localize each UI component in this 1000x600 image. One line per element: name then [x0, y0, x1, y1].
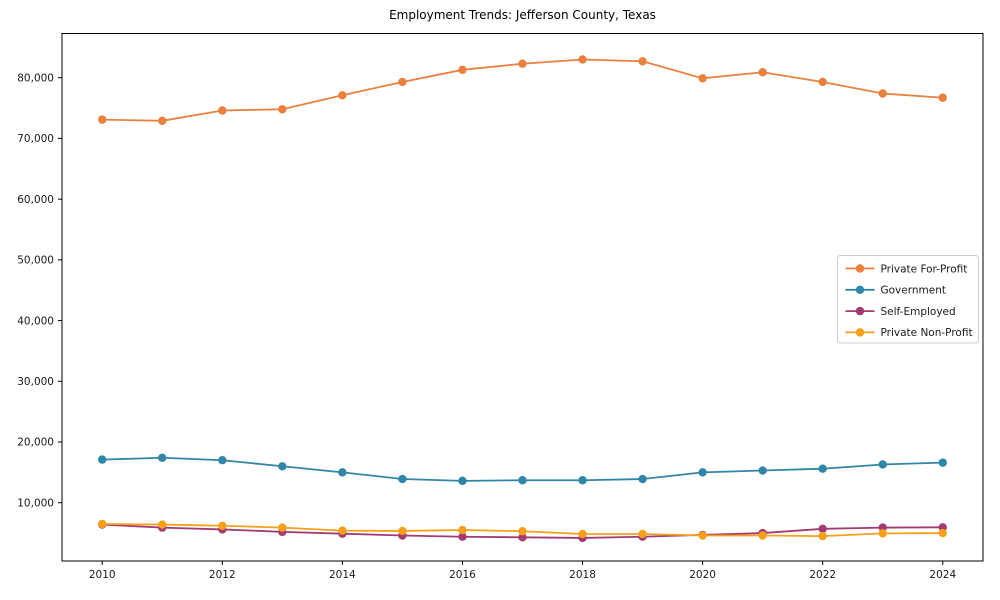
data-point-private-non-profit-2021	[758, 531, 767, 540]
x-tick-label: 2018	[569, 569, 596, 581]
data-point-private-for-profit-2023	[878, 89, 887, 98]
series-private-for-profit	[98, 55, 947, 126]
legend-item-private-for-profit: Private For-Profit	[845, 263, 968, 275]
data-point-government-2021	[758, 466, 767, 475]
data-point-private-non-profit-2014	[338, 526, 347, 535]
x-tick-label: 2022	[809, 569, 836, 581]
data-point-government-2020	[698, 468, 707, 477]
data-point-self-employed-2016	[458, 532, 467, 541]
legend-item-self-employed: Self-Employed	[845, 306, 956, 318]
series-line-private-for-profit	[101, 58, 944, 122]
legend-label: Self-Employed	[881, 306, 956, 318]
data-point-private-for-profit-2013	[278, 105, 287, 114]
y-tick-label: 20,000	[17, 437, 54, 449]
legend-box	[837, 255, 979, 344]
data-point-government-2016	[458, 476, 467, 486]
x-tick-label: 2020	[689, 569, 716, 581]
data-point-private-non-profit-2022	[818, 531, 827, 541]
y-tick-label: 50,000	[17, 255, 54, 267]
y-tick-label: 10,000	[17, 497, 54, 509]
data-point-government-2014	[338, 468, 347, 477]
data-point-private-non-profit-2010	[98, 519, 107, 529]
series-private-non-profit	[98, 519, 947, 541]
data-point-private-non-profit-2012	[218, 521, 227, 530]
data-point-self-employed-2024	[938, 523, 947, 532]
y-tick-label: 60,000	[17, 194, 54, 206]
data-point-private-for-profit-2012	[218, 106, 227, 115]
data-point-private-non-profit-2016	[458, 525, 467, 535]
data-point-private-for-profit-2020	[698, 74, 707, 83]
legend-label: Private Non-Profit	[881, 327, 973, 339]
data-point-private-non-profit-2023	[878, 529, 887, 538]
y-tick-label: 70,000	[17, 133, 54, 145]
data-point-private-non-profit-2024	[938, 528, 947, 538]
legend-marker-private-for-profit-icon	[855, 264, 865, 273]
data-point-self-employed-2022	[818, 524, 827, 534]
legend-marker-self-employed-icon	[855, 306, 865, 316]
x-tick-label: 2012	[209, 569, 236, 581]
data-point-private-non-profit-2013	[278, 523, 287, 532]
legend-label: Government	[881, 285, 946, 297]
data-point-government-2013	[278, 462, 287, 471]
data-point-government-2015	[398, 474, 407, 484]
data-point-private-for-profit-2016	[458, 65, 467, 75]
data-point-self-employed-2017	[518, 533, 527, 542]
chart-title: Employment Trends: Jefferson County, Tex…	[389, 8, 656, 22]
data-point-government-2019	[638, 474, 647, 484]
series-government	[98, 453, 947, 486]
data-point-private-for-profit-2024	[938, 93, 947, 102]
data-point-government-2012	[218, 456, 227, 465]
y-tick-label: 40,000	[17, 315, 54, 327]
legend: Private For-Profit Government Self-Employe…	[837, 255, 979, 344]
legend-marker-government-icon	[855, 285, 865, 294]
data-point-government-2024	[938, 458, 947, 467]
data-point-private-for-profit-2017	[518, 59, 527, 68]
data-point-private-for-profit-2010	[98, 115, 107, 124]
data-point-private-non-profit-2020	[698, 531, 707, 540]
data-point-private-for-profit-2014	[338, 91, 347, 100]
data-point-self-employed-2023	[878, 523, 887, 532]
data-point-private-for-profit-2019	[638, 57, 647, 66]
data-point-government-2023	[878, 460, 887, 469]
data-point-private-non-profit-2017	[518, 527, 527, 536]
data-point-private-for-profit-2015	[398, 77, 407, 87]
data-point-government-2022	[818, 464, 827, 473]
data-point-private-for-profit-2021	[758, 68, 767, 77]
data-point-private-non-profit-2015	[398, 526, 407, 536]
legend-marker-private-non-profit-icon	[855, 328, 865, 337]
x-tick-label: 2010	[89, 569, 116, 581]
x-tick-label: 2014	[329, 569, 356, 581]
legend-item-private-non-profit: Private Non-Profit	[845, 327, 973, 339]
legend-item-government: Government	[845, 285, 946, 297]
data-point-government-2011	[158, 453, 167, 462]
data-point-government-2010	[98, 455, 107, 464]
legend-label: Private For-Profit	[881, 263, 968, 275]
data-point-private-for-profit-2018	[578, 55, 587, 64]
x-tick-label: 2024	[929, 569, 956, 581]
data-point-government-2018	[578, 476, 587, 485]
x-tick-label: 2016	[449, 569, 476, 581]
data-point-private-for-profit-2022	[818, 77, 827, 87]
y-tick-label: 80,000	[17, 72, 54, 84]
data-point-private-non-profit-2018	[578, 529, 587, 539]
y-tick-label: 30,000	[17, 376, 54, 388]
plot-area	[61, 33, 984, 562]
data-point-government-2017	[518, 476, 527, 485]
data-point-private-non-profit-2011	[158, 520, 167, 529]
data-point-private-for-profit-2011	[158, 116, 167, 126]
data-point-private-non-profit-2019	[638, 529, 647, 539]
